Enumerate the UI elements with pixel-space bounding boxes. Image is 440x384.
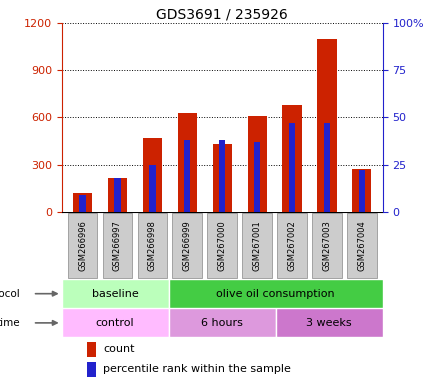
Text: GSM267004: GSM267004 [357,220,367,271]
FancyBboxPatch shape [242,213,272,278]
Title: GDS3691 / 235926: GDS3691 / 235926 [156,8,288,22]
Bar [178,113,197,212]
Bar [169,308,276,338]
Text: count: count [103,344,135,354]
Bar [282,105,302,212]
Text: GSM267003: GSM267003 [323,220,331,271]
Text: GSM267002: GSM267002 [287,220,297,271]
Bar [317,39,337,212]
FancyBboxPatch shape [277,213,307,278]
FancyBboxPatch shape [68,213,97,278]
FancyBboxPatch shape [312,213,342,278]
Bar [143,138,162,212]
Text: protocol: protocol [0,289,20,299]
Bar [87,342,96,357]
FancyBboxPatch shape [347,213,377,278]
Text: GSM267001: GSM267001 [253,220,262,271]
Text: GSM266999: GSM266999 [183,220,192,271]
Text: baseline: baseline [92,289,139,299]
FancyBboxPatch shape [207,213,237,278]
Bar [254,142,260,212]
FancyBboxPatch shape [138,213,167,278]
Text: percentile rank within the sample: percentile rank within the sample [103,364,291,374]
Bar [62,279,169,308]
Text: GSM266998: GSM266998 [148,220,157,271]
Text: time: time [0,318,20,328]
Bar [114,178,121,212]
Text: control: control [96,318,135,328]
Text: GSM267000: GSM267000 [218,220,227,271]
Bar [219,140,225,212]
Bar [62,308,169,338]
Text: olive oil consumption: olive oil consumption [216,289,335,299]
Bar [289,123,295,212]
Bar [359,170,365,212]
Bar [324,123,330,212]
FancyBboxPatch shape [103,213,132,278]
FancyBboxPatch shape [172,213,202,278]
Bar [248,116,267,212]
Bar [108,178,127,212]
Bar [352,169,371,212]
Text: GSM266997: GSM266997 [113,220,122,271]
Text: GSM266996: GSM266996 [78,220,87,271]
Bar [213,144,232,212]
Text: 3 weeks: 3 weeks [306,318,352,328]
Bar [149,164,155,212]
Text: 6 hours: 6 hours [201,318,243,328]
Bar [87,362,96,377]
Bar [169,279,383,308]
Bar [73,193,92,212]
Bar [184,140,191,212]
Bar [276,308,383,338]
Bar [79,195,86,212]
